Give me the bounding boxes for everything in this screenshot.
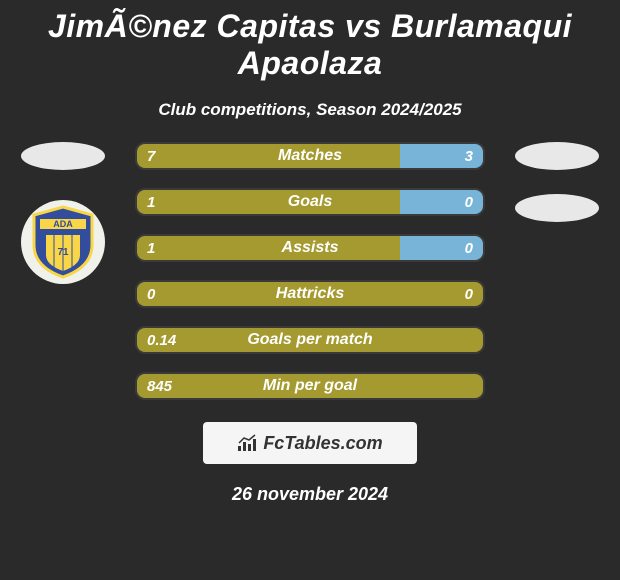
player-left-oval bbox=[21, 142, 105, 170]
right-side bbox=[512, 142, 602, 222]
stat-label: Assists bbox=[282, 239, 339, 257]
svg-text:ADA: ADA bbox=[53, 219, 73, 229]
club-logo-left: ADA 71 bbox=[21, 200, 105, 284]
stat-row: 10 Goals bbox=[135, 188, 485, 216]
date-label: 26 november 2024 bbox=[0, 484, 620, 505]
stat-row: 10 Assists bbox=[135, 234, 485, 262]
columns: ADA 71 73Matches10Goals10Assists00Hattri… bbox=[0, 142, 620, 400]
fctables-badge: FcTables.com bbox=[203, 422, 417, 464]
subtitle: Club competitions, Season 2024/2025 bbox=[0, 100, 620, 120]
club-right-oval bbox=[515, 194, 599, 222]
left-side: ADA 71 bbox=[18, 142, 108, 284]
stat-label: Goals per match bbox=[247, 331, 372, 349]
stat-row: 0.14Goals per match bbox=[135, 326, 485, 354]
stat-right-value: 0 bbox=[400, 236, 483, 260]
fctables-label: FcTables.com bbox=[263, 433, 382, 454]
stat-row: 00Hattricks bbox=[135, 280, 485, 308]
club-shield-icon: ADA 71 bbox=[30, 205, 96, 279]
stat-label: Hattricks bbox=[276, 285, 344, 303]
stat-right-value: 3 bbox=[400, 144, 483, 168]
svg-text:71: 71 bbox=[57, 247, 69, 258]
stat-left-value: 1 bbox=[137, 190, 400, 214]
stat-label: Goals bbox=[288, 193, 332, 211]
stat-label: Min per goal bbox=[263, 377, 357, 395]
comparison-infographic: JimÃ©nez Capitas vs Burlamaqui Apaolaza … bbox=[0, 0, 620, 580]
stat-row: 73 Matches bbox=[135, 142, 485, 170]
stat-left-value: 1 bbox=[137, 236, 400, 260]
stat-row: 845Min per goal bbox=[135, 372, 485, 400]
chart-icon bbox=[237, 434, 259, 452]
stat-right-value: 0 bbox=[400, 190, 483, 214]
player-right-oval bbox=[515, 142, 599, 170]
stat-bars: 73Matches10Goals10Assists00Hattricks0.14… bbox=[135, 142, 485, 400]
stat-left-value: 7 bbox=[137, 144, 400, 168]
page-title: JimÃ©nez Capitas vs Burlamaqui Apaolaza bbox=[0, 0, 620, 82]
stat-label: Matches bbox=[278, 147, 342, 165]
